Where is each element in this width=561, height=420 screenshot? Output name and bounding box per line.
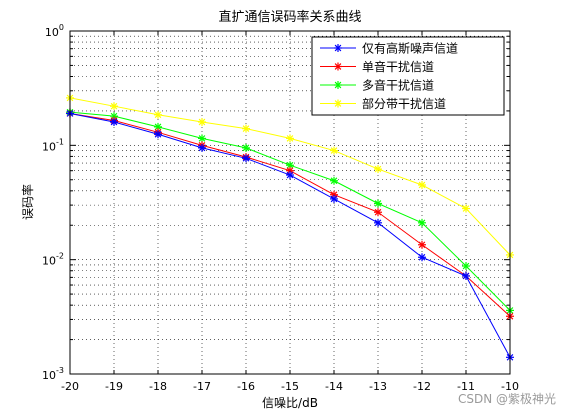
x-tick-label: -20 — [61, 380, 79, 393]
legend-label: 单音干扰信道 — [362, 59, 434, 74]
legend-label: 部分带干扰信道 — [362, 96, 446, 111]
series-lines — [66, 93, 514, 362]
x-tick-label: -13 — [369, 380, 387, 393]
legend-box — [311, 36, 505, 116]
data-point — [198, 143, 206, 152]
x-tick-label: -11 — [457, 380, 475, 393]
data-point — [154, 110, 162, 119]
data-point — [242, 124, 250, 133]
y-tick-label: 10-3 — [42, 366, 64, 382]
data-point — [374, 208, 382, 217]
data-point — [374, 218, 382, 227]
data-point — [462, 262, 470, 271]
data-point — [110, 102, 118, 111]
x-tick-label: -12 — [413, 380, 431, 393]
legend-marker — [334, 62, 342, 71]
x-tick-label: -16 — [237, 380, 255, 393]
x-tick-labels: -20 -19 -18 -17 -16 -15 -14 -13 -12 -11 -10 — [61, 380, 519, 393]
data-point — [462, 204, 470, 213]
data-point — [110, 117, 118, 126]
watermark-text: CSDN @紫极神光 — [458, 392, 556, 406]
y-tick-label: 10-1 — [42, 137, 64, 153]
chart-title: 直扩通信误码率关系曲线 — [218, 9, 361, 25]
x-tick-label: -14 — [325, 380, 343, 393]
grid-lines — [70, 31, 510, 374]
data-point — [330, 194, 338, 203]
data-point — [286, 134, 294, 143]
x-tick-label: -17 — [193, 380, 211, 393]
data-point — [198, 117, 206, 126]
data-point — [286, 171, 294, 180]
y-tick-label: 100 — [45, 23, 64, 39]
data-point — [242, 154, 250, 163]
x-tick-label: -18 — [149, 380, 167, 393]
x-tick-label: -19 — [105, 380, 123, 393]
data-point — [330, 176, 338, 185]
data-point — [418, 253, 426, 262]
legend-marker — [334, 99, 342, 108]
x-axis-label: 信噪比/dB — [262, 396, 318, 410]
legend-label: 多音干扰信道 — [362, 78, 434, 93]
data-point — [418, 218, 426, 227]
x-tick-label: -15 — [281, 380, 299, 393]
plot-frame — [69, 30, 511, 375]
legend-label: 仅有高斯噪声信道 — [362, 41, 458, 56]
y-tick-label: 10-2 — [42, 252, 64, 268]
data-point — [418, 180, 426, 189]
data-point — [462, 271, 470, 280]
legend-marker — [334, 44, 342, 52]
y-tick-labels: 100 10-1 10-2 10-3 — [42, 23, 64, 382]
data-point — [418, 240, 426, 249]
data-point — [154, 130, 162, 139]
x-tick-label: -10 — [501, 380, 519, 393]
data-point — [198, 134, 206, 143]
data-point — [286, 161, 294, 170]
data-point — [374, 165, 382, 174]
y-axis-label: 误码率 — [20, 184, 35, 220]
data-point — [242, 143, 250, 152]
legend-marker — [334, 81, 342, 89]
data-point — [374, 199, 382, 208]
data-point — [330, 146, 338, 155]
